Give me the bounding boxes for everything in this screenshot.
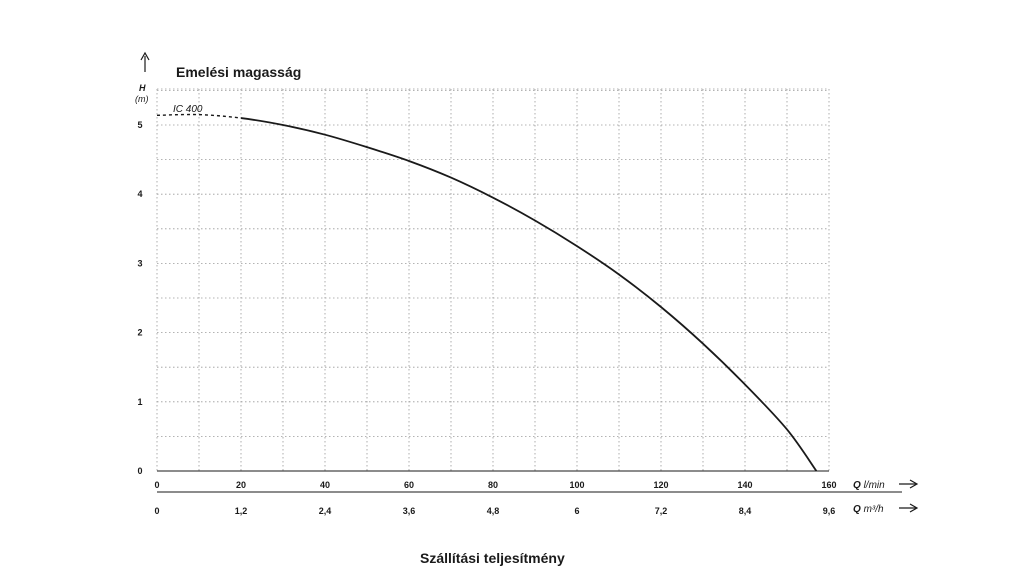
y-axis-title: Emelési magasság bbox=[176, 64, 302, 80]
y-tick-label: 5 bbox=[137, 120, 142, 130]
y-tick-label: 4 bbox=[137, 189, 142, 199]
series-line bbox=[240, 117, 818, 472]
x-tick-label-secondary: 3,6 bbox=[403, 506, 416, 516]
y-axis-symbol: H bbox=[139, 83, 146, 93]
x-tick-label-secondary: 9,6 bbox=[823, 506, 836, 516]
x-tick-label: 160 bbox=[821, 480, 836, 490]
x-tick-label: 140 bbox=[737, 480, 752, 490]
x-tick-label: 0 bbox=[154, 480, 159, 490]
y-tick-label: 2 bbox=[137, 328, 142, 338]
x-tick-label-secondary: 4,8 bbox=[487, 506, 500, 516]
x-tick-label-secondary: 7,2 bbox=[655, 506, 668, 516]
x-tick-label: 20 bbox=[236, 480, 246, 490]
x-tick-label-secondary: 8,4 bbox=[739, 506, 752, 516]
x-tick-label-secondary: 0 bbox=[154, 506, 159, 516]
y-tick-label: 0 bbox=[137, 466, 142, 476]
y-axis-arrow-head bbox=[140, 51, 150, 61]
x-tick-label-secondary: 2,4 bbox=[319, 506, 332, 516]
x-axis-unit-secondary: Q m³/h bbox=[853, 504, 884, 515]
series-line-dashed bbox=[156, 113, 242, 119]
y-tick-label: 1 bbox=[137, 397, 142, 407]
x-tick-label: 40 bbox=[320, 480, 330, 490]
x-axis-arrow-secondary-head bbox=[909, 503, 919, 513]
x-axis-unit-primary: Q l/min bbox=[853, 480, 885, 491]
x-tick-label: 100 bbox=[569, 480, 584, 490]
x-tick-label: 80 bbox=[488, 480, 498, 490]
x-tick-label: 60 bbox=[404, 480, 414, 490]
y-axis-unit: (m) bbox=[135, 94, 149, 104]
x-tick-label: 120 bbox=[653, 480, 668, 490]
series-label: IC 400 bbox=[173, 104, 203, 115]
x-axis-title: Szállítási teljesítmény bbox=[420, 550, 565, 566]
x-tick-label-secondary: 6 bbox=[574, 506, 579, 516]
y-tick-label: 3 bbox=[137, 258, 142, 268]
x-axis-arrow-primary-head bbox=[909, 479, 919, 489]
x-tick-label-secondary: 1,2 bbox=[235, 506, 248, 516]
